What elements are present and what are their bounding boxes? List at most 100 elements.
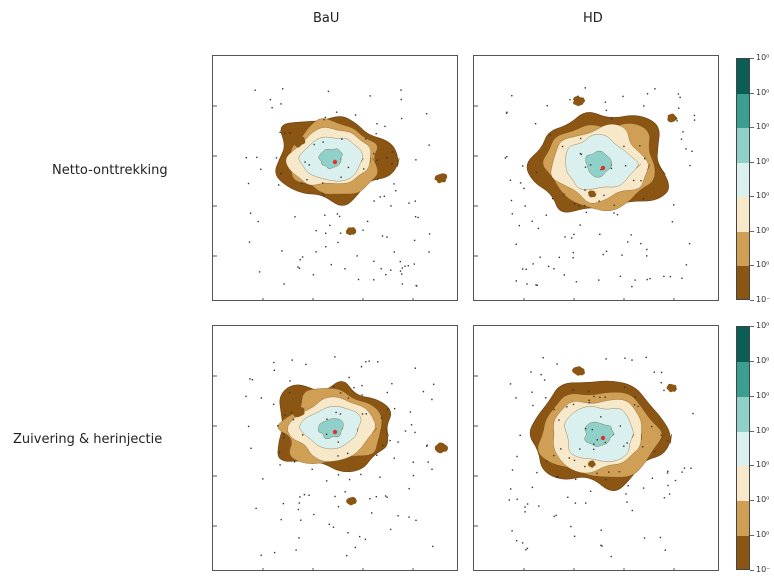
well-point (361, 384, 363, 387)
row-label-netto-onttrekking: Netto-onttrekking (52, 163, 168, 178)
well-point (247, 182, 250, 185)
well-point (508, 499, 510, 501)
well-point (637, 405, 639, 408)
well-point (278, 451, 281, 454)
well-point (282, 88, 284, 90)
well-point (564, 236, 566, 238)
well-point (251, 379, 254, 381)
well-point (681, 277, 683, 279)
well-point (555, 514, 557, 517)
colorbar-segment (737, 501, 749, 537)
well-point (663, 389, 665, 392)
well-point (598, 200, 600, 202)
colorbar-tick (750, 196, 754, 198)
well-point (326, 418, 328, 420)
well-point (369, 95, 371, 97)
well-point (526, 547, 529, 550)
well-point (389, 439, 391, 442)
well-point (546, 460, 548, 462)
colorbar-segment (737, 93, 749, 129)
well-point (428, 233, 431, 235)
well-point (282, 502, 285, 505)
well-point (611, 118, 613, 120)
well-point (680, 138, 683, 140)
well-point (348, 478, 351, 481)
well-point (532, 404, 534, 407)
well-point (518, 224, 520, 227)
well-point (690, 467, 692, 469)
well-point (537, 227, 539, 230)
well-point (325, 433, 328, 435)
well-point (510, 199, 513, 202)
well-point (519, 434, 521, 436)
well-point (332, 526, 335, 528)
well-point (536, 284, 538, 286)
well-point (667, 470, 669, 472)
well-point (618, 471, 621, 473)
well-point (591, 428, 593, 431)
well-point (634, 396, 636, 398)
well-point (365, 361, 367, 363)
contour-patch (666, 383, 677, 393)
colorbar-tick-label: 10⁰ (756, 321, 770, 330)
row-label-zuivering-herinjectie: Zuivering & herinjectie (13, 432, 163, 447)
well-point (269, 98, 271, 101)
well-point (511, 530, 513, 532)
well-point (290, 412, 293, 414)
well-point (579, 448, 581, 450)
well-point (616, 214, 619, 216)
well-point (273, 403, 275, 405)
well-point (262, 478, 264, 480)
well-point (390, 205, 392, 207)
well-point (415, 519, 417, 521)
well-point (305, 363, 307, 366)
colorbar-tick (750, 92, 754, 94)
contour-patch (346, 496, 357, 506)
well-point (284, 132, 286, 134)
well-point (593, 448, 595, 451)
well-point (347, 166, 350, 169)
well-point (539, 256, 541, 258)
well-point (297, 266, 299, 268)
well-point (572, 257, 574, 259)
well-point (376, 159, 378, 161)
well-point (375, 496, 377, 498)
well-point (574, 502, 577, 504)
well-point (412, 461, 414, 463)
well-point (386, 391, 388, 394)
well-point (260, 168, 262, 170)
well-point (573, 535, 576, 537)
well-point (426, 445, 428, 447)
well-point (666, 440, 669, 442)
colorbar-segment (737, 128, 749, 163)
well-point (375, 132, 377, 135)
well-point (660, 371, 663, 374)
well-point (570, 525, 572, 528)
well-point (395, 190, 397, 192)
well-point (354, 114, 357, 116)
well-point (524, 511, 526, 513)
colorbar-segment (737, 361, 749, 397)
well-point (693, 114, 696, 117)
well-point (580, 153, 583, 156)
well-point (600, 416, 602, 418)
well-point (357, 278, 360, 281)
well-point (315, 229, 317, 232)
colorbar-tick-label: 10⁰ (756, 260, 770, 270)
contour-map-netto-hd (474, 87, 696, 300)
well-point (509, 179, 512, 181)
colorbar-tick (750, 570, 754, 571)
well-point (256, 156, 258, 159)
well-point (363, 168, 365, 170)
well-point (337, 241, 339, 244)
well-point (383, 195, 385, 197)
well-point (627, 485, 629, 487)
well-point (584, 465, 586, 468)
well-point (248, 241, 251, 243)
well-point (291, 359, 293, 361)
well-point (515, 397, 517, 399)
well-point (385, 274, 387, 276)
well-point (553, 268, 555, 270)
well-point (524, 506, 526, 508)
well-point (257, 220, 259, 223)
